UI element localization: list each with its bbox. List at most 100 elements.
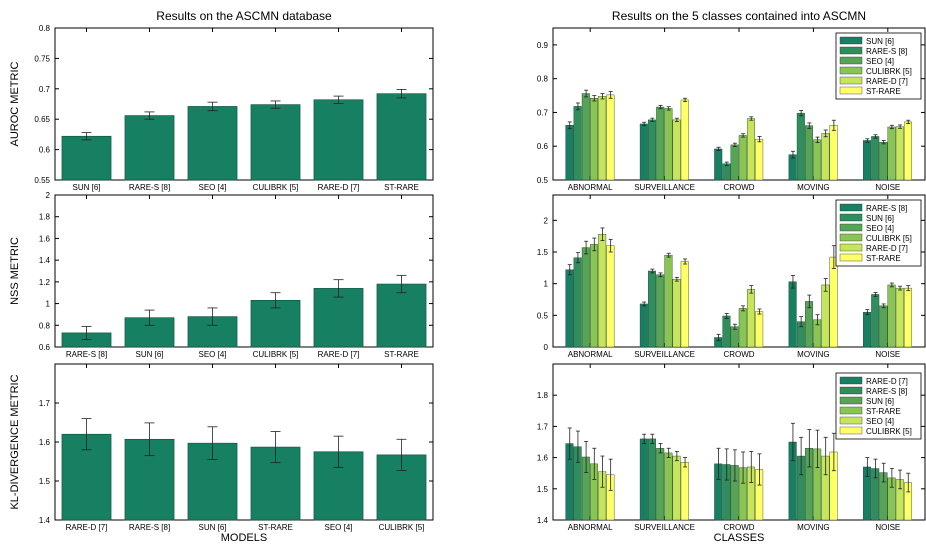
auroc-classes-legend-label: SUN [6] <box>866 37 894 46</box>
kl-classes-bar <box>680 462 689 521</box>
auroc-classes-legend-label: RARE-S [8] <box>866 47 907 56</box>
kl-classes-ytick-label: 1.5 <box>537 485 549 494</box>
auroc-classes-bar <box>672 119 681 181</box>
auroc-classes-bar <box>573 106 582 181</box>
auroc-models-bar <box>187 106 238 181</box>
kl-classes-category-label: SURVEILLANCE <box>634 523 695 532</box>
nss-classes-bar <box>887 284 896 348</box>
kl-classes-category-label: NOISE <box>875 523 900 532</box>
kl-classes-ytick-label: 1.7 <box>537 422 549 431</box>
auroc-classes-ytick-label: 0.9 <box>537 41 549 50</box>
auroc-classes-plot: 0.5 0.6 0.7 0.8 0.9 ABNORMAL SURVEILLANCE CROWD… <box>537 27 926 192</box>
auroc-models-bar <box>124 115 175 181</box>
nss-classes-ytick-label: 0 <box>544 343 549 352</box>
auroc-classes-category-label: ABNORMAL <box>568 183 613 192</box>
auroc-models-ytick-label: 0.7 <box>39 85 51 94</box>
nss-classes-bar <box>565 269 574 348</box>
kl-classes-legend-swatch <box>839 416 863 425</box>
auroc-classes-legend-swatch <box>839 56 863 65</box>
kl-models-plot: 1.4 1.5 1.6 1.7 RARE-D [7] RARE-S [8] SUN [6] S… <box>39 363 434 532</box>
nss-classes-ytick-label: 1.5 <box>537 248 549 257</box>
nss-classes-legend-swatch <box>839 253 863 262</box>
nss-classes-bar <box>664 254 673 348</box>
kl-classes-legend-label: RARE-S [8] <box>866 387 907 396</box>
nss-models-ytick-label: 1.4 <box>39 256 51 265</box>
nss-classes-bar <box>573 257 582 348</box>
nss-classes-bar <box>788 281 797 348</box>
auroc-classes-bar <box>730 144 739 181</box>
kl-models-ytick-label: 1.6 <box>39 438 51 447</box>
nss-models-category-label: ST-RARE <box>384 350 419 359</box>
nss-models-bar <box>187 316 238 348</box>
nss-classes-bar <box>829 256 838 348</box>
auroc-models-category-label: RARE-D [7] <box>318 183 360 192</box>
auroc-classes-bar <box>656 106 665 181</box>
nss-classes-bar <box>903 287 912 348</box>
nss-classes-category-label: CROWD <box>723 350 754 359</box>
kl-classes-legend-label: CULIBRK [5] <box>866 427 912 436</box>
nss-classes-legend-label: SEO [4] <box>866 224 894 233</box>
kl-axis-label: KL-DIVERGENCE METRIC <box>9 374 21 509</box>
auroc-classes-bar <box>606 94 615 181</box>
nss-classes-bar <box>730 326 739 348</box>
auroc-models-plot: 0.55 0.6 0.65 0.7 0.75 0.8 SUN [6] RARE-S [8] SE… <box>34 24 434 192</box>
kl-classes-legend-label: ST-RARE <box>866 407 901 416</box>
nss-models-ytick-label: 1.6 <box>39 234 51 243</box>
nss-models-category-label: SUN [6] <box>135 350 163 359</box>
auroc-classes-bar <box>788 154 797 181</box>
auroc-classes-bar <box>590 98 598 181</box>
auroc-classes-bar <box>565 125 574 181</box>
auroc-classes-legend-label: ST-RARE <box>866 87 901 96</box>
kl-models-ytick-label: 1.4 <box>39 516 51 525</box>
nss-models-category-label: CULIBRK [5] <box>253 350 299 359</box>
nss-classes-legend-swatch <box>839 243 863 252</box>
auroc-classes-legend-label: SEO [4] <box>866 57 894 66</box>
nss-classes-ytick-label: 2 <box>544 216 549 225</box>
auroc-models-category-label: SEO [4] <box>198 183 226 192</box>
nss-classes-category-label: SURVEILLANCE <box>634 350 695 359</box>
auroc-models-ytick-label: 0.6 <box>39 146 51 155</box>
nss-classes-bar <box>672 279 681 348</box>
auroc-classes-category-label: NOISE <box>875 183 900 192</box>
auroc-models-ytick-label: 0.75 <box>34 54 50 63</box>
auroc-classes-category-label: CROWD <box>723 183 754 192</box>
auroc-classes-bar <box>863 140 872 181</box>
nss-models-category-label: RARE-S [8] <box>66 350 107 359</box>
auroc-classes-ytick-label: 0.5 <box>537 176 549 185</box>
nss-classes-bar <box>639 303 648 348</box>
nss-models-ytick-label: 0.6 <box>39 343 51 352</box>
auroc-models-category-label: CULIBRK [5] <box>253 183 299 192</box>
auroc-classes-legend-label: RARE-D [7] <box>866 77 908 86</box>
auroc-classes-bar <box>581 93 590 181</box>
nss-models-axes-frame <box>54 194 434 348</box>
auroc-models-ytick-label: 0.55 <box>34 176 50 185</box>
auroc-models-bar <box>376 93 427 181</box>
auroc-classes-bar <box>887 126 896 181</box>
nss-classes-category-label: MOVING <box>797 350 829 359</box>
kl-models-ytick-label: 1.7 <box>39 399 51 408</box>
nss-classes-bar <box>805 301 814 348</box>
auroc-classes-bar <box>879 141 888 181</box>
nss-classes-legend-label: SUN [6] <box>866 214 894 223</box>
nss-classes-bar <box>746 289 755 348</box>
nss-classes-legend: RARE-S [8]SUN [6]SEO [4]CULIBRK [5]RARE-… <box>835 199 922 267</box>
auroc-classes-bar <box>829 125 838 181</box>
auroc-classes-bar <box>805 125 814 181</box>
auroc-classes-bar <box>738 135 747 181</box>
auroc-classes-legend-swatch <box>839 36 863 45</box>
kl-classes-category-label: MOVING <box>797 523 829 532</box>
auroc-classes-bar <box>755 138 764 181</box>
auroc-models-bar <box>250 104 301 181</box>
kl-classes-legend-swatch <box>839 376 863 385</box>
nss-classes-legend-label: ST-RARE <box>866 254 901 263</box>
auroc-axis-label: AUROC METRIC <box>9 61 21 146</box>
nss-classes-bar <box>581 247 590 348</box>
auroc-classes-legend-swatch <box>839 86 863 95</box>
nss-models-plot: 0.6 0.8 1 1.2 1.4 1.6 1.8 2 RARE-S [8] SUN [6] SEO… <box>39 191 434 359</box>
nss-models-bar <box>313 288 364 348</box>
kl-classes-category-label: CROWD <box>723 523 754 532</box>
kl-classes-bar <box>656 448 665 521</box>
nss-classes-bar <box>722 315 731 348</box>
